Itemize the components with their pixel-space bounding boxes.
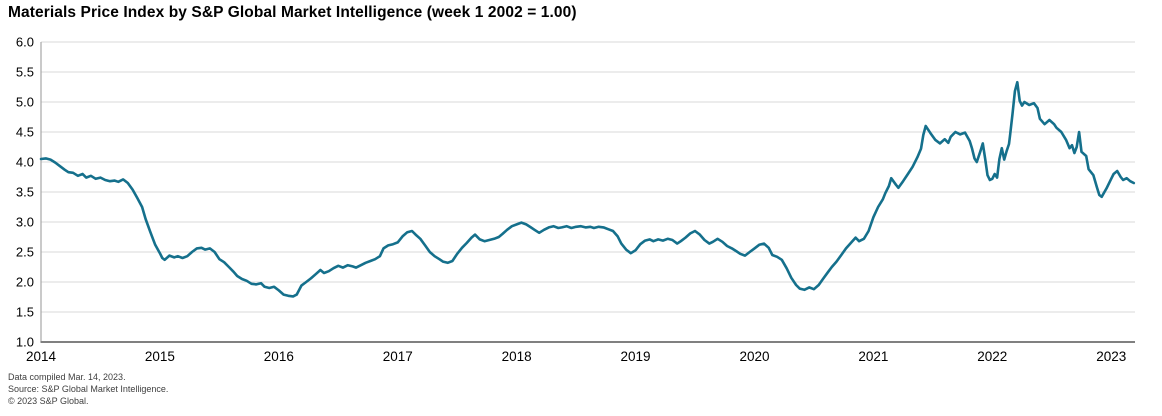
footnote-compiled: Data compiled Mar. 14, 2023. [8, 372, 126, 382]
y-tick-label: 3.5 [16, 185, 34, 200]
y-tick-label: 5.0 [16, 95, 34, 110]
y-tick-label: 2.5 [16, 245, 34, 260]
y-tick-label: 1.0 [16, 335, 34, 350]
x-tick-label: 2019 [621, 349, 651, 364]
y-axis-tick-labels: 6.0 5.5 5.0 4.5 4.0 3.5 3.0 2.5 2.0 1.5 1.0 [16, 35, 34, 350]
x-tick-label: 2020 [739, 349, 769, 364]
x-axis-tick-labels: 2014 2015 2016 2017 2018 2019 2020 2021 2022 2023 [26, 349, 1126, 364]
y-tick-label: 5.5 [16, 65, 34, 80]
y-tick-label: 1.5 [16, 305, 34, 320]
x-tick-label: 2017 [383, 349, 413, 364]
y-tick-label: 4.5 [16, 125, 34, 140]
x-tick-label: 2015 [145, 349, 175, 364]
y-tick-label: 2.0 [16, 275, 34, 290]
footnotes: Data compiled Mar. 14, 2023. Source: S&P… [8, 371, 168, 407]
mpi-series-line [39, 80, 1136, 298]
x-tick-label: 2021 [858, 349, 888, 364]
chart-title: Materials Price Index by S&P Global Mark… [8, 4, 577, 21]
footnote-copyright: © 2023 S&P Global. [8, 396, 89, 406]
x-tick-label: 2022 [977, 349, 1007, 364]
y-tick-label: 6.0 [16, 35, 34, 50]
gridlines [41, 41, 1135, 313]
y-tick-label: 4.0 [16, 155, 34, 170]
x-tick-label: 2016 [264, 349, 294, 364]
y-tick-label: 3.0 [16, 215, 34, 230]
x-tick-label: 2018 [502, 349, 532, 364]
x-tick-label: 2014 [26, 349, 57, 364]
x-tick-label: 2023 [1096, 349, 1126, 364]
footnote-source: Source: S&P Global Market Intelligence. [8, 384, 169, 394]
